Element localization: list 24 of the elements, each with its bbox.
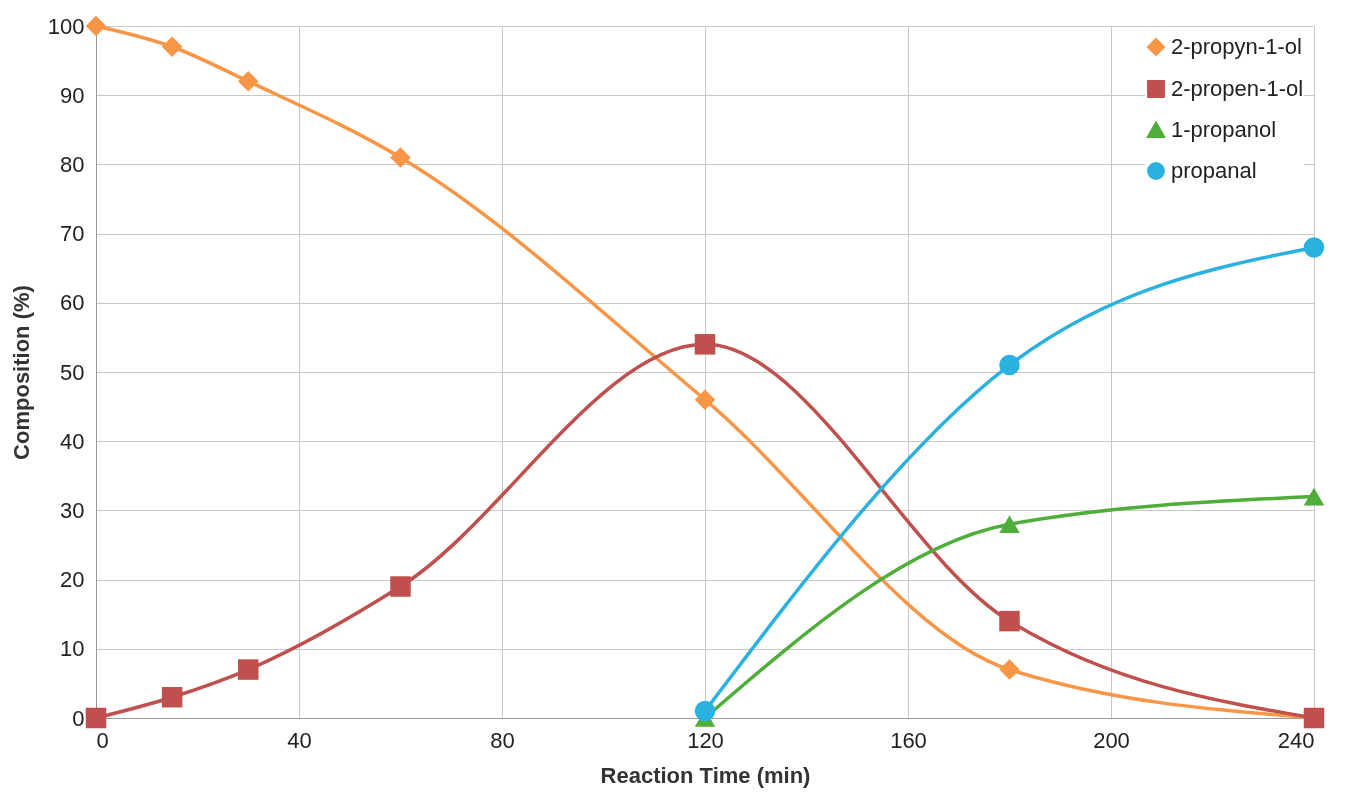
legend-label: propanal (1171, 158, 1257, 183)
y-tick-label: 10 (60, 636, 85, 662)
x-tick-label: 0 (96, 727, 109, 753)
y-axis-title: Composition (%) (8, 285, 34, 460)
x-tick-label: 40 (287, 727, 312, 753)
x-axis-title: Reaction Time (min) (600, 762, 811, 788)
legend-label: 1-propanol (1171, 117, 1277, 142)
y-tick-label: 40 (60, 428, 85, 454)
x-tick-label: 200 (1093, 727, 1130, 753)
y-tick-label: 50 (60, 359, 85, 385)
x-tick-label: 80 (490, 727, 515, 753)
x-tick-label: 160 (890, 727, 927, 753)
legend-label: 2-propen-1-ol (1171, 76, 1304, 101)
y-tick-label: 90 (60, 82, 85, 108)
y-tick-label: 100 (47, 13, 85, 39)
y-tick-label: 60 (60, 290, 85, 316)
x-tick-label: 240 (1277, 727, 1315, 753)
y-tick-label: 20 (60, 567, 85, 593)
legend-label: 2-propyn-1-ol (1171, 34, 1302, 59)
x-tick-label: 120 (687, 727, 724, 753)
y-tick-label: 70 (60, 221, 85, 247)
y-tick-label: 80 (60, 151, 85, 177)
y-tick-label: 0 (72, 705, 85, 731)
y-tick-label: 30 (60, 497, 85, 523)
